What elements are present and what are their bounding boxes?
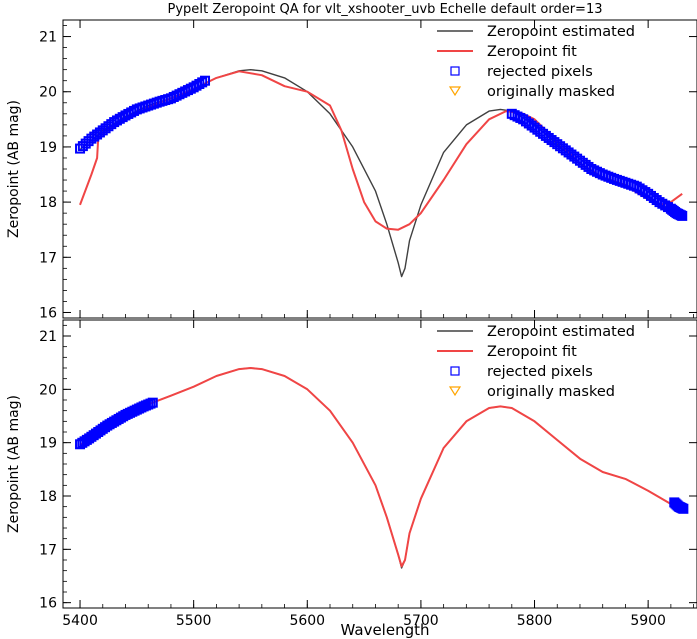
y-tick-label: 21 bbox=[39, 30, 57, 46]
axes-frame bbox=[62, 319, 697, 609]
legend-label: Zeropoint estimated bbox=[487, 24, 635, 40]
rejected-pixel bbox=[678, 503, 689, 514]
y-tick-label: 19 bbox=[39, 436, 57, 452]
figure-title: PypeIt Zeropoint QA for vlt_xshooter_uvb… bbox=[167, 2, 602, 17]
y-tick-label: 21 bbox=[39, 329, 57, 345]
rejected-pixel bbox=[147, 397, 158, 408]
y-tick-label: 18 bbox=[39, 489, 57, 505]
legend-swatch-rejected bbox=[450, 66, 460, 76]
legend-label: Zeropoint fit bbox=[487, 44, 577, 60]
y-tick-label: 17 bbox=[39, 542, 57, 558]
rejected-pixel bbox=[197, 77, 208, 88]
x-tick-label: 5700 bbox=[403, 613, 439, 629]
legend-label: rejected pixels bbox=[487, 64, 593, 80]
x-tick-label: 5600 bbox=[289, 613, 325, 629]
y-tick-label: 16 bbox=[39, 305, 57, 321]
y-tick-label: 18 bbox=[39, 195, 57, 211]
y-tick-label: 16 bbox=[39, 596, 57, 612]
y-axis-label: Zeropoint (AB mag) bbox=[6, 100, 22, 238]
top-panel: 16 17 18 19 20 21 Zeropoint (AB mag) Zeropoint … bbox=[6, 19, 697, 321]
rejected-pixel bbox=[677, 210, 688, 221]
x-axis-label: Wavelength bbox=[341, 621, 430, 639]
x-tick-label: 5400 bbox=[62, 613, 98, 629]
y-tick-label: 20 bbox=[39, 85, 57, 101]
y-axis-label: Zeropoint (AB mag) bbox=[6, 395, 22, 533]
legend-swatch-rejected bbox=[450, 366, 460, 376]
legend-swatch-masked bbox=[448, 386, 462, 397]
y-tick-label: 17 bbox=[39, 250, 57, 266]
legend-label: originally masked bbox=[487, 384, 615, 400]
bottom-panel: 16 17 18 19 20 21 5400 5500 5600 5700 5800 5900 Zero… bbox=[6, 319, 697, 629]
plot-area bbox=[75, 69, 688, 278]
axes-frame bbox=[62, 19, 697, 319]
series-fit bbox=[79, 367, 683, 568]
rejected-pixel bbox=[200, 75, 211, 86]
y-tick-label: 20 bbox=[39, 382, 57, 398]
legend-label: originally masked bbox=[487, 84, 615, 100]
legend-label: rejected pixels bbox=[487, 364, 593, 380]
x-tick-label: 5900 bbox=[630, 613, 666, 629]
legend-label: Zeropoint estimated bbox=[487, 324, 635, 340]
plot-area bbox=[75, 367, 689, 569]
y-tick-label: 19 bbox=[39, 140, 57, 156]
legend-label: Zeropoint fit bbox=[487, 344, 577, 360]
legend-swatch-masked bbox=[448, 86, 462, 97]
x-tick-label: 5800 bbox=[517, 613, 553, 629]
x-tick-label: 5500 bbox=[176, 613, 212, 629]
